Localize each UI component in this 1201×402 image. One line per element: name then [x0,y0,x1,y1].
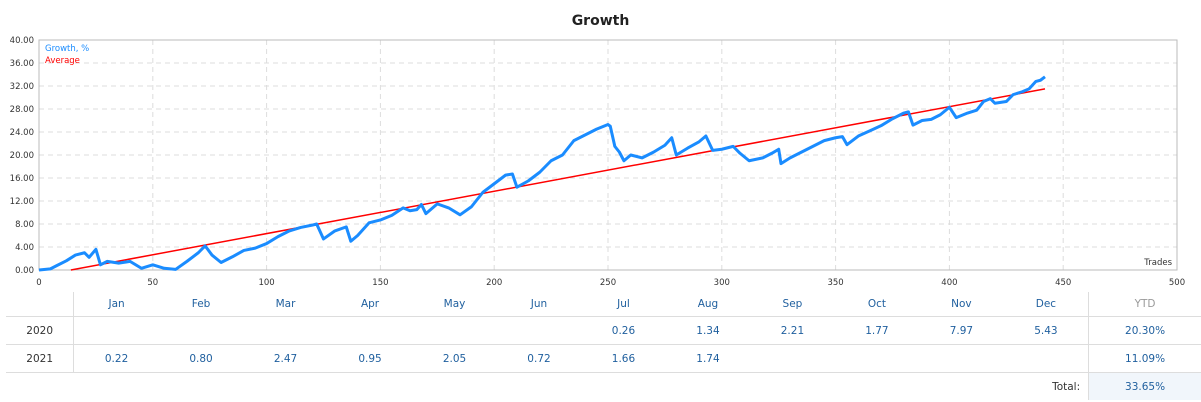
month-value: 1.34 [665,316,751,345]
x-tick-label: 200 [486,278,502,288]
header-dec: Dec [1035,298,1057,310]
header-nov: Nov [951,298,972,310]
x-tick-label: 250 [600,278,616,288]
y-tick-label: 0.00 [15,266,34,276]
year-label: 2020 [6,316,75,345]
plot-border [38,39,1178,271]
month-value [1003,344,1089,373]
month-value [412,316,497,345]
month-value: 2.47 [243,344,328,373]
y-tick-label: 20.00 [10,151,34,161]
month-value: 1.77 [834,316,920,345]
header-sep: Sep [782,298,803,310]
table-row-2020: 2020 0.26 1.34 2.21 1.77 7.97 5.43 20.30% [6,316,1201,345]
header-aug: Aug [697,298,719,310]
month-value: 0.95 [327,344,413,373]
y-tick-label: 36.00 [10,59,34,69]
x-tick-label: 500 [1169,278,1185,288]
y-tick-label: 24.00 [10,128,34,138]
month-value [73,316,159,345]
x-tick-label: 50 [147,278,158,288]
month-value [243,316,328,345]
header-may: May [443,298,466,310]
header-ytd: YTD [1088,292,1201,317]
month-value: 5.43 [1003,316,1089,345]
month-value: 0.80 [158,344,244,373]
ytd-value: 20.30% [1088,316,1201,345]
y-tick-label: 32.00 [10,82,34,92]
header-blank [6,292,75,317]
ytd-value: 11.09% [1088,344,1201,373]
y-tick-label: 16.00 [10,174,34,184]
month-value: 2.21 [750,316,835,345]
month-value [158,316,244,345]
month-value [750,344,835,373]
header-apr: Apr [360,298,380,310]
y-tick-label: 8.00 [15,220,34,230]
x-tick-label: 450 [1055,278,1071,288]
header-feb: Feb [191,298,211,310]
x-axis-label: Trades [1143,258,1172,268]
y-tick-label: 12.00 [10,197,34,207]
growth-chart: 0.00 4.00 8.00 12.00 16.00 20.00 24.00 28.00 32.… [10,36,1185,288]
x-tick-label: 0 [36,278,41,288]
header-jan: Jan [108,298,125,310]
header-mar: Mar [275,298,296,310]
total-row: Total: 33.65% [6,372,1201,400]
series-line-growth- [38,75,1046,272]
legend-entry: Growth, % [45,44,89,54]
month-value [834,344,920,373]
x-tick-label: 400 [941,278,957,288]
header-oct: Oct [867,298,886,310]
x-tick-label: 150 [372,278,388,288]
y-tick-label: 4.00 [15,243,34,253]
month-value [919,344,1004,373]
month-value [496,316,582,345]
x-tick-label: 300 [714,278,730,288]
chart-title: Growth [571,13,630,29]
month-value: 1.66 [581,344,666,373]
table-header-row: Jan Feb Mar Apr May Jun Jul Aug Sep Oct Nov Dec YTD [6,292,1201,317]
total-value: 33.65% [1088,372,1201,400]
table-row-2021: 2021 0.22 0.80 2.47 0.95 2.05 0.72 1.66 1.74 11.0… [6,344,1201,373]
y-tick-label: 28.00 [10,105,34,115]
month-value: 7.97 [919,316,1004,345]
month-value: 2.05 [412,344,497,373]
total-label: Total: [6,372,1089,400]
monthly-returns-table: Jan Feb Mar Apr May Jun Jul Aug Sep Oct Nov Dec YTD … [6,292,1201,400]
month-value: 1.74 [665,344,751,373]
month-value: 0.26 [581,316,666,345]
x-tick-label: 350 [827,278,843,288]
y-tick-label: 40.00 [10,36,34,46]
legend-entry: Average [45,56,80,66]
series-line-average [70,88,1046,271]
x-tick-label: 100 [258,278,274,288]
month-value: 0.22 [73,344,159,373]
year-label: 2021 [6,344,75,373]
header-jun: Jun [530,298,548,310]
month-value: 0.72 [496,344,582,373]
month-value [327,316,413,345]
header-jul: Jul [617,298,630,310]
